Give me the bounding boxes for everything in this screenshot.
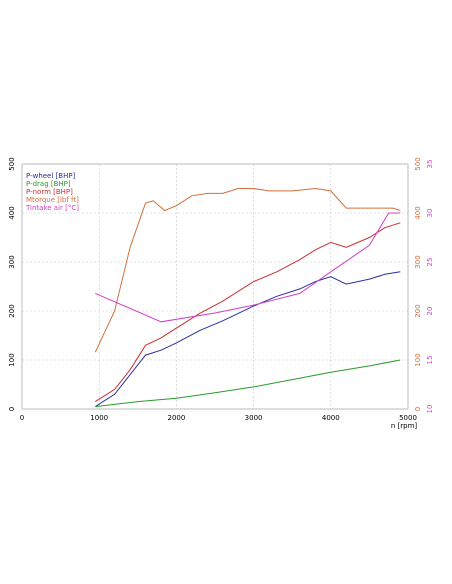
x-tick-label: 1000	[90, 414, 108, 422]
x-axis-label: n [rpm]	[391, 422, 418, 430]
series-line	[94, 187, 401, 353]
y-tick-label: 100	[8, 353, 16, 366]
series-line	[95, 359, 401, 408]
y3-tick-label: 30	[426, 209, 434, 218]
x-tick-label: 4000	[322, 414, 340, 422]
y-tick-label: 200	[8, 304, 16, 317]
y2-tick-label: 400	[414, 206, 422, 219]
series-line	[95, 212, 401, 323]
y3-tick-label: 35	[426, 160, 434, 169]
series-line	[95, 271, 401, 408]
y2-tick-label: 200	[414, 304, 422, 317]
y-tick-label: 400	[8, 206, 16, 219]
legend-entry: P-drag [BHP]	[26, 180, 71, 188]
y-tick-label: 0	[8, 407, 16, 411]
y2-tick-label: 0	[414, 407, 422, 411]
y-tick-label: 300	[8, 255, 16, 268]
y3-tick-label: 25	[426, 258, 434, 267]
x-tick-label: 5000	[399, 414, 417, 422]
y2-tick-label: 100	[414, 353, 422, 366]
y-tick-label: 500	[8, 157, 16, 170]
legend-entry: Tintake air [°C]	[25, 204, 79, 212]
y2-tick-label: 500	[414, 157, 422, 170]
x-tick-label: 2000	[167, 414, 185, 422]
y3-tick-label: 20	[426, 307, 434, 316]
legend-entry: Mtorque [lbf ft]	[26, 196, 79, 204]
y2-tick-label: 300	[414, 255, 422, 268]
legend-entry: P-wheel [BHP]	[26, 172, 76, 180]
y3-tick-label: 15	[426, 356, 434, 365]
y3-tick-label: 10	[426, 405, 434, 414]
plot-frame	[21, 163, 409, 410]
x-tick-label: 0	[20, 414, 24, 422]
series-line	[95, 222, 401, 403]
x-tick-label: 3000	[245, 414, 263, 422]
legend-entry: P-norm [BHP]	[26, 188, 73, 196]
